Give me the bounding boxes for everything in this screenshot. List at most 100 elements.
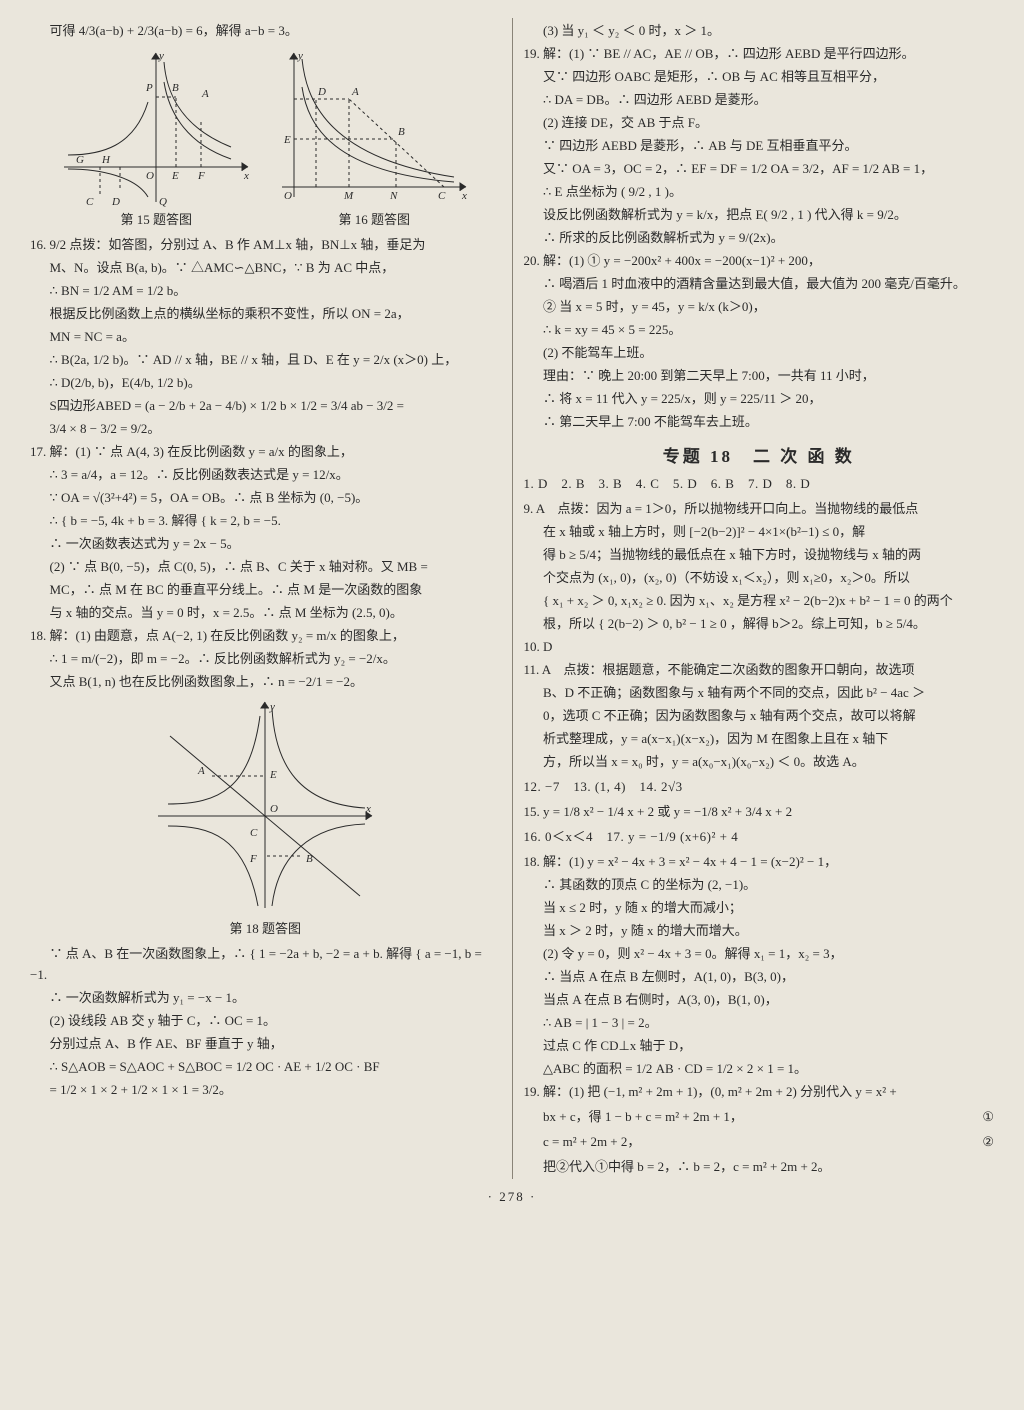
q17-l4: ∴ { b = −5, 4k + b = 3. 解得 { k = 2, b = … <box>30 510 501 531</box>
q19-head: 19. 解：(1) ∵ BE // AC，AE // OB，∴ 四边形 AEBD… <box>524 43 995 64</box>
t18-q18c: 当 x ≤ 2 时，y 随 x 的增大而减小； <box>524 897 995 918</box>
t18-q9e: { x₁ + x₂ ＞ 0, x₁x₂ ≥ 0. 因为 x₁、x₂ 是方程 x²… <box>524 590 995 611</box>
q16-l4: 根据反比例函数上点的横纵坐标的乘积不变性，所以 ON = 2a， <box>30 303 501 324</box>
svg-text:C: C <box>86 196 94 207</box>
q16-l9: 3/4 × 8 − 3/2 = 9/2。 <box>30 418 501 439</box>
fig15-caption: 第 15 题答图 <box>56 209 256 228</box>
svg-text:C: C <box>438 190 446 202</box>
right-column: (3) 当 y₁ ＜ y₂ ＜ 0 时，x ＞ 1。 19. 解：(1) ∵ B… <box>516 18 1003 1179</box>
fig-16-svg: y x D A E B O M N C <box>274 47 474 207</box>
svg-text:y: y <box>297 50 303 62</box>
t18-q19b: bx + c，得 1 − b + c = m² + 2m + 1， <box>524 1106 973 1127</box>
q16-l6: ∴ B(2a, 1/2 b)。∵ AD // x 轴，BE // x 轴，且 D… <box>30 349 501 370</box>
svg-text:D: D <box>317 86 326 98</box>
q20-head: 20. 解：(1) ① y = −200x² + 400x = −200(x−1… <box>524 250 995 271</box>
t18-q18h: ∴ AB = | 1 − 3 | = 2。 <box>524 1012 995 1033</box>
two-columns: 可得 4/3(a−b) + 2/3(a−b) = 6，解得 a−b = 3。 <box>22 18 1002 1179</box>
q18-l4: ∵ 点 A、B 在一次函数图象上，∴ { 1 = −2a + b, −2 = a… <box>30 943 501 985</box>
circled-1: ① <box>972 1106 994 1127</box>
q19-l9: ∴ 所求的反比例函数解析式为 y = 9/(2x)。 <box>524 227 995 248</box>
t18-q11e: 方，所以当 x = x₀ 时，y = a(x₀−x₁)(x₀−x₂) ＜ 0。故… <box>524 751 995 772</box>
t18-q11d: 析式整理成，y = a(x−x₁)(x−x₂)，因为 M 在图象上且在 x 轴下 <box>524 728 995 749</box>
svg-text:M: M <box>343 190 354 202</box>
t18-q19c-row: c = m² + 2m + 2， ② <box>524 1129 995 1154</box>
q19-l3: ∴ DA = DB。∴ 四边形 AEBD 是菱形。 <box>524 89 995 110</box>
fig-15-16-row: y x P B A G H O E F C D Q <box>30 47 501 207</box>
svg-text:E: E <box>269 769 277 781</box>
q20-l3: ② 当 x = 5 时，y = 45，y = k/x (k＞0)， <box>524 296 995 317</box>
svg-text:Q: Q <box>159 196 167 207</box>
svg-text:x: x <box>461 190 467 202</box>
t18-row2: 12. −7 13. (1, 4) 14. 2√3 <box>524 776 995 797</box>
q18c: (3) 当 y₁ ＜ y₂ ＜ 0 时，x ＞ 1。 <box>524 20 995 41</box>
t18-answers-row1: 1. D 2. B 3. B 4. C 5. D 6. B 7. D 8. D <box>524 473 995 494</box>
svg-text:B: B <box>306 853 313 865</box>
q19-l6: 又∵ OA = 3，OC = 2，∴ EF = DF = 1/2 OA = 3/… <box>524 158 995 179</box>
t18-q19a: 19. 解：(1) 把 (−1, m² + 2m + 1)，(0, m² + 2… <box>524 1081 995 1102</box>
line-top: 可得 4/3(a−b) + 2/3(a−b) = 6，解得 a−b = 3。 <box>30 20 501 41</box>
t18-q18a: 18. 解：(1) y = x² − 4x + 3 = x² − 4x + 4 … <box>524 851 995 872</box>
t18-q11b: B、D 不正确；函数图象与 x 轴有两个不同的交点，因此 b² − 4ac ＞ <box>524 682 995 703</box>
q20-l7: ∴ 将 x = 11 代入 y = 225/x，则 y = 225/11 ＞ 2… <box>524 388 995 409</box>
q17-l8: 与 x 轴的交点。当 y = 0 时，x = 2.5。∴ 点 M 坐标为 (2.… <box>30 602 501 623</box>
circled-2: ② <box>972 1131 994 1152</box>
t18-row3: 16. 0＜x＜4 17. y = −1/9 (x+6)² + 4 <box>524 826 995 847</box>
t18-q19b-row: bx + c，得 1 − b + c = m² + 2m + 1， ① <box>524 1104 995 1129</box>
svg-text:A: A <box>201 88 209 100</box>
svg-text:A: A <box>197 765 205 777</box>
section-title-18: 专题 18 二 次 函 数 <box>524 442 995 467</box>
page: 可得 4/3(a−b) + 2/3(a−b) = 6，解得 a−b = 3。 <box>0 0 1024 1410</box>
t18-q9a: 9. A 点拨：因为 a = 1＞0，所以抛物线开口向上。当抛物线的最低点 <box>524 498 995 519</box>
t18-q18i: 过点 C 作 CD⊥x 轴于 D， <box>524 1035 995 1056</box>
q18-l8: ∴ S△AOB = S△AOC + S△BOC = 1/2 OC · AE + … <box>30 1056 501 1077</box>
svg-text:x: x <box>243 170 249 182</box>
q20-l8: ∴ 第二天早上 7:00 不能驾车去上班。 <box>524 411 995 432</box>
fig-18-svg: y x A E O C F B <box>150 696 380 916</box>
t18-q18e: (2) 令 y = 0，则 x² − 4x + 3 = 0。解得 x₁ = 1，… <box>524 943 995 964</box>
q18-l7: 分别过点 A、B 作 AE、BF 垂直于 y 轴， <box>30 1033 501 1054</box>
fig-15-svg: y x P B A G H O E F C D Q <box>56 47 256 207</box>
q18-l2: ∴ 1 = m/(−2)，即 m = −2。∴ 反比例函数解析式为 y₂ = −… <box>30 648 501 669</box>
svg-text:H: H <box>101 154 111 166</box>
fig16-caption: 第 16 题答图 <box>274 209 474 228</box>
left-column: 可得 4/3(a−b) + 2/3(a−b) = 6，解得 a−b = 3。 <box>22 18 509 1179</box>
q18-head: 18. 解：(1) 由题意，点 A(−2, 1) 在反比例函数 y₂ = m/x… <box>30 625 501 646</box>
svg-text:y: y <box>269 701 275 713</box>
svg-text:y: y <box>158 50 164 62</box>
svg-text:E: E <box>171 170 179 182</box>
svg-text:F: F <box>197 170 205 182</box>
q20-l2: ∴ 喝酒后 1 时血液中的酒精含量达到最大值，最大值为 200 毫克/百毫升。 <box>524 273 995 294</box>
t18-q9f: 根，所以 { 2(b−2) ＞ 0, b² − 1 ≥ 0 ，解得 b＞2。综上… <box>524 613 995 634</box>
q18-l5: ∴ 一次函数解析式为 y₁ = −x − 1。 <box>30 987 501 1008</box>
q16-l8: S四边形ABED = (a − 2/b + 2a − 4/b) × 1/2 b … <box>30 395 501 416</box>
t18-q9c: 得 b ≥ 5/4；当抛物线的最低点在 x 轴下方时，设抛物线与 x 轴的两 <box>524 544 995 565</box>
q17-l2: ∴ 3 = a/4，a = 12。∴ 反比例函数表达式是 y = 12/x。 <box>30 464 501 485</box>
svg-text:C: C <box>250 827 258 839</box>
svg-text:F: F <box>249 853 257 865</box>
svg-text:O: O <box>146 170 154 182</box>
page-number: · 278 · <box>22 1189 1002 1205</box>
t18-q19c: c = m² + 2m + 2， <box>524 1131 973 1152</box>
q20-l5: (2) 不能驾车上班。 <box>524 342 995 363</box>
q18-l6: (2) 设线段 AB 交 y 轴于 C，∴ OC = 1。 <box>30 1010 501 1031</box>
t18-q15: 15. y = 1/8 x² − 1/4 x + 2 或 y = −1/8 x²… <box>524 801 995 822</box>
t18-q11c: 0，选项 C 不正确；因为函数图象与 x 轴有两个交点，故可以将解 <box>524 705 995 726</box>
q19-l5: ∵ 四边形 AEBD 是菱形，∴ AB 与 DE 互相垂直平分。 <box>524 135 995 156</box>
svg-text:B: B <box>172 82 179 94</box>
svg-text:B: B <box>398 126 405 138</box>
q17-l3: ∵ OA = √(3²+4²) = 5，OA = OB。∴ 点 B 坐标为 (0… <box>30 487 501 508</box>
q16-l3: ∴ BN = 1/2 AM = 1/2 b。 <box>30 280 501 301</box>
q16-l2: M、N。设点 B(a, b)。∵ △AMC∽△BNC，∵ B 为 AC 中点， <box>30 257 501 278</box>
t18-q11a: 11. A 点拨：根据题意，不能确定二次函数的图象开口朝向，故选项 <box>524 659 995 680</box>
t18-q18b: ∴ 其函数的顶点 C 的坐标为 (2, −1)。 <box>524 874 995 895</box>
q19-l7: ∴ E 点坐标为 ( 9/2 , 1 )。 <box>524 181 995 202</box>
svg-text:P: P <box>145 82 153 94</box>
fig-caption-row: 第 15 题答图 第 16 题答图 <box>30 209 501 228</box>
fig18-wrap: y x A E O C F B <box>30 696 501 916</box>
svg-text:x: x <box>365 803 371 815</box>
q18-l3: 又点 B(1, n) 也在反比例函数图象上，∴ n = −2/1 = −2。 <box>30 671 501 692</box>
t18-q19d: 把②代入①中得 b = 2，∴ b = 2，c = m² + 2m + 2。 <box>524 1156 995 1177</box>
t18-q18j: △ABC 的面积 = 1/2 AB · CD = 1/2 × 2 × 1 = 1… <box>524 1058 995 1079</box>
t18-q18f: ∴ 当点 A 在点 B 左侧时，A(1, 0)，B(3, 0)， <box>524 966 995 987</box>
q17-l5: ∴ 一次函数表达式为 y = 2x − 5。 <box>30 533 501 554</box>
